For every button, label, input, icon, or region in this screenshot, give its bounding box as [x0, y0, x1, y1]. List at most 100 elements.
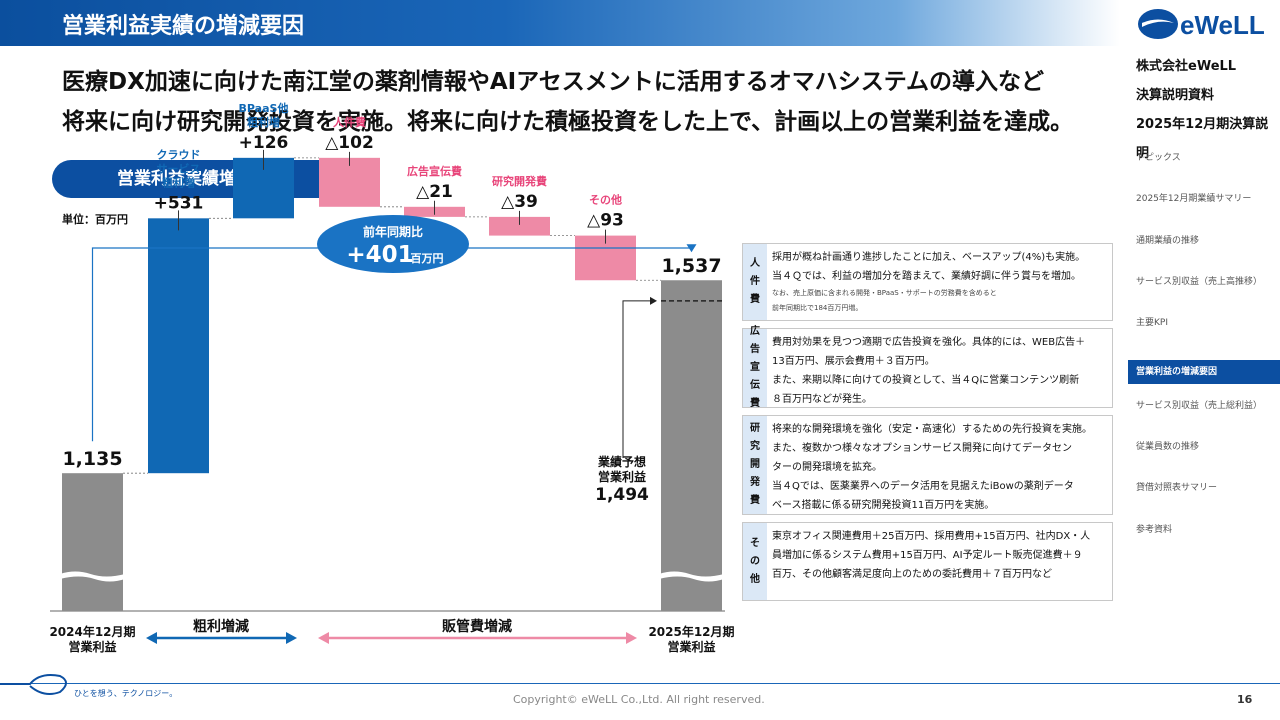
data-label-7: 1,537	[661, 255, 721, 277]
note-box: 広告宣伝費費用対効果を見つつ適期で広告投資を強化。具体的には、WEB広告＋ 13百…	[742, 326, 1113, 409]
footer-tagline: ひとを想う、テクノロジー。	[74, 689, 178, 698]
forecast-label: 営業利益	[598, 469, 646, 484]
footer-divider	[0, 683, 1280, 684]
sidebar-item-5[interactable]: 営業利益の増減要因	[1128, 360, 1280, 385]
note-tag-char: 費	[750, 495, 760, 506]
note-small-line: なお、売上原価に含まれる開発・BPaaS・サポートの労務費を含めると	[772, 289, 997, 297]
note-line: 費用対効果を見つつ適期で広告投資を強化。具体的には、WEB広告＋	[772, 337, 1086, 348]
sidebar-item-4[interactable]: 主要KPI	[1136, 318, 1168, 329]
note-tag: 研究開発費	[743, 416, 767, 514]
x-label-0: 2024年12月期	[49, 624, 135, 639]
data-label-6: △93	[587, 211, 624, 231]
yoy-badge	[317, 215, 469, 273]
category-label-3: 人件費	[333, 115, 366, 129]
category-label-1: サービス	[157, 161, 201, 175]
data-label-2: +126	[239, 133, 289, 153]
note-small-line: 前年同期比で184百万円増。	[772, 304, 863, 312]
category-label-1: クラウド	[157, 148, 201, 161]
data-label-5: △39	[501, 192, 538, 212]
note-tag-char: 究	[750, 441, 760, 452]
yoy-arrow-head	[686, 244, 697, 253]
data-label-3: △102	[325, 133, 374, 153]
sidebar-item-0[interactable]: トピックス	[1136, 153, 1181, 163]
note-line: 採用が概ね計画通り進捗したことに加え、ベースアップ(4%)も実施。	[772, 252, 1086, 263]
note-tag: その他	[743, 523, 767, 600]
note-tag: 人件費	[743, 244, 767, 320]
unit-label: 単位：百万円	[62, 213, 128, 226]
sidebar-item-7[interactable]: 従業員数の推移	[1136, 442, 1200, 453]
company-name: 株式会社eWeLL	[1136, 59, 1237, 74]
note-tag-char: 件	[750, 276, 760, 287]
bar-7	[661, 280, 722, 611]
sidebar-item-6[interactable]: サービス別収益（売上総利益）	[1136, 400, 1263, 411]
sidebar-item-3[interactable]: サービス別収益（売上高推移）	[1136, 276, 1263, 287]
x-label-1: 2025年12月期	[648, 624, 734, 639]
company-logo: eWeLL	[1138, 9, 1265, 40]
header-band	[0, 0, 1120, 46]
sidebar-item-8[interactable]: 貸借対照表サマリー	[1136, 483, 1218, 494]
note-tag-char: の	[750, 555, 760, 567]
category-label-1: 粗利増	[162, 175, 195, 189]
lead-line-2: 将来に向け研究開発投資を実施。将来に向けた積極投資をした上で、計画以上の営業利益…	[62, 109, 1074, 135]
forecast-label: 業績予想	[597, 454, 646, 469]
note-tag-char: 費	[750, 294, 760, 305]
gross-profit-arrow-head-right	[286, 632, 297, 644]
lead-text: 医療DX加速に向けた南江堂の薬剤情報やAIアセスメントに活用するオマハシステムの…	[62, 62, 1073, 142]
copyright: Copyright© eWeLL Co.,Ltd. All right rese…	[513, 693, 765, 706]
note-tag-char: そ	[750, 537, 760, 549]
logo-text: eWeLL	[1180, 10, 1265, 40]
sidebar-item-2[interactable]: 通期業績の推移	[1136, 235, 1200, 246]
sidebar-item-9[interactable]: 参考資料	[1136, 524, 1173, 535]
bar-5	[489, 216, 550, 236]
note-box: 研究開発費将来的な開発環境を強化（安定・高速化）するための先行投資を実施。 また、…	[742, 415, 1113, 515]
yoy-bracket-left	[91, 247, 320, 442]
forecast-value: 1,494	[595, 485, 649, 505]
note-line: 東京オフィス関連費用＋25百万円、採用費用+15百万円、社内DX・人	[772, 531, 1091, 542]
data-label-1: +531	[154, 193, 204, 213]
category-label-2: 粗利増	[247, 115, 280, 129]
document-name: 決算説明資料	[1136, 88, 1215, 103]
gross-profit-arrow-head-left	[146, 632, 157, 644]
footer-swoosh	[0, 674, 67, 695]
sidebar-nav: トピックス 2025年12月期業績サマリー 通期業績の推移サービス別収益（売上高推移…	[1128, 146, 1280, 559]
sga-arrow-head-left	[318, 632, 329, 644]
note-line: ターの開発環境を拡充。	[772, 462, 882, 473]
note-tag-char: 研	[750, 423, 760, 434]
note-tag-char: 費	[750, 398, 760, 409]
note-tag-char: 告	[750, 344, 760, 355]
x-label-0: 営業利益	[68, 639, 116, 654]
note-line: 当４Ｑでは、利益の増加分を踏まえて、業績好調に伴う賞与を増加。	[772, 271, 1081, 282]
note-box: その他東京オフィス関連費用＋25百万円、採用費用+15百万円、社内DX・人 員増加…	[742, 522, 1113, 601]
forecast-pointer	[622, 300, 650, 458]
note-tag-char: 発	[750, 477, 760, 488]
bar-1	[148, 218, 209, 474]
sidebar-item-1[interactable]: 2025年12月期業績サマリー	[1136, 194, 1252, 205]
category-label-6: その他	[589, 193, 622, 207]
x-label-1: 営業利益	[667, 639, 715, 654]
yoy-badge-label: 前年同期比	[363, 224, 423, 239]
yoy-badge-unit: 百万円	[411, 252, 444, 265]
note-line: ベース搭載に係る研究開発投資11百万円を実施。	[772, 500, 995, 511]
note-tag-char: 開	[750, 459, 760, 470]
page-number: 16	[1237, 693, 1253, 706]
note-tag-char: 広	[750, 326, 760, 337]
bar-3	[319, 157, 380, 207]
category-label-4: 広告宣伝費	[407, 164, 462, 178]
category-label-2: BPaaS他	[239, 101, 289, 115]
note-body: 東京オフィス関連費用＋25百万円、採用費用+15百万円、社内DX・人 員増加に係る…	[767, 523, 1112, 600]
waterfall-chart: 1,135+531クラウドサービス粗利増+126BPaaS他粗利増△102人件費…	[49, 101, 734, 654]
note-line: 13百万円、展示会費用＋３百万円。	[772, 356, 935, 367]
note-box: 人件費採用が概ね計画通り進捗したことに加え、ベースアップ(4%)も実施。 当４Ｑで…	[742, 243, 1113, 321]
group-label-sga: 販管費増減	[442, 618, 512, 635]
group-label-gross: 粗利増減	[193, 618, 249, 635]
note-line: 当４Qでは、医薬業界へのデータ活用を見据えたiBowの薬剤データ	[772, 481, 1074, 492]
forecast-pointer-head	[650, 296, 657, 305]
note-line: また、複数かつ様々なオプションサービス開発に向けてデータセン	[772, 443, 1072, 454]
page-title: 営業利益実績の増減要因	[62, 14, 305, 39]
note-line: また、来期以降に向けての投資として、当４Qに営業コンテンツ刷新	[772, 375, 1080, 386]
sga-arrow-head-right	[626, 632, 637, 644]
note-body: 費用対効果を見つつ適期で広告投資を強化。具体的には、WEB広告＋ 13百万円、展示…	[767, 329, 1112, 407]
category-label-5: 研究開発費	[492, 174, 547, 188]
data-label-0: 1,135	[62, 448, 122, 470]
lead-line-1: 医療DX加速に向けた南江堂の薬剤情報やAIアセスメントに活用するオマハシステムの…	[62, 69, 1045, 95]
